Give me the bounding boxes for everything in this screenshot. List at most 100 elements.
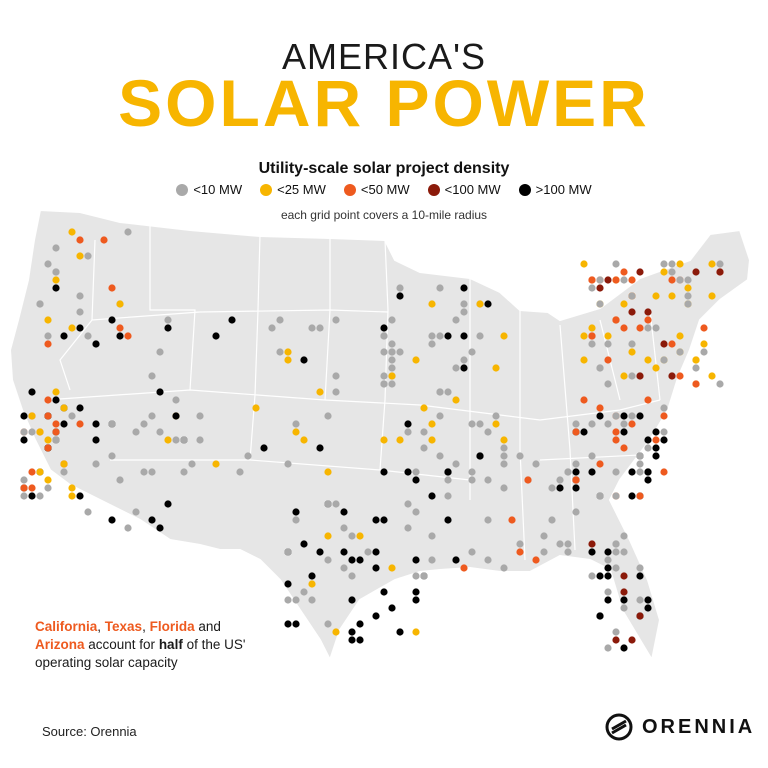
solar-dot	[156, 348, 164, 356]
solar-dot	[28, 492, 36, 500]
solar-dot	[436, 284, 444, 292]
solar-dot	[300, 356, 308, 364]
solar-dot	[356, 620, 364, 628]
solar-dot	[404, 500, 412, 508]
solar-dot	[332, 372, 340, 380]
solar-dot	[68, 228, 76, 236]
solar-dot	[404, 524, 412, 532]
solar-dot	[68, 492, 76, 500]
solar-dot	[380, 348, 388, 356]
solar-dot	[420, 404, 428, 412]
solar-dot	[716, 260, 724, 268]
solar-dot	[300, 588, 308, 596]
solar-dot	[596, 404, 604, 412]
solar-dot	[428, 420, 436, 428]
solar-dot	[636, 372, 644, 380]
solar-dot	[652, 428, 660, 436]
solar-dot	[692, 356, 700, 364]
solar-dot	[556, 476, 564, 484]
solar-dot	[316, 444, 324, 452]
solar-dot	[44, 340, 52, 348]
solar-dot	[388, 372, 396, 380]
solar-dot	[76, 404, 84, 412]
solar-dot	[484, 556, 492, 564]
solar-dot	[228, 316, 236, 324]
solar-dot	[84, 508, 92, 516]
solar-dot	[652, 292, 660, 300]
solar-dot	[444, 516, 452, 524]
solar-dot	[636, 468, 644, 476]
solar-dot	[628, 492, 636, 500]
solar-dot	[76, 492, 84, 500]
solar-dot	[596, 364, 604, 372]
solar-dot	[396, 292, 404, 300]
solar-dot	[396, 628, 404, 636]
legend-item-lt25: <25 MW	[260, 182, 326, 197]
solar-dot	[380, 380, 388, 388]
annotation-sep1: ,	[97, 619, 105, 634]
solar-dot	[484, 300, 492, 308]
solar-dot	[292, 508, 300, 516]
solar-dot	[268, 324, 276, 332]
legend-swatch-lt50	[343, 183, 356, 196]
solar-dot	[436, 388, 444, 396]
solar-dot	[412, 508, 420, 516]
solar-dot	[604, 548, 612, 556]
solar-dot	[68, 484, 76, 492]
solar-dot	[444, 468, 452, 476]
solar-dot	[172, 412, 180, 420]
solar-dot	[172, 436, 180, 444]
solar-dot	[404, 468, 412, 476]
solar-dot	[412, 596, 420, 604]
solar-dot	[620, 268, 628, 276]
solar-dot	[644, 604, 652, 612]
solar-dot	[108, 316, 116, 324]
solar-dot	[684, 300, 692, 308]
solar-dot	[588, 324, 596, 332]
solar-dot	[260, 444, 268, 452]
solar-dot	[620, 372, 628, 380]
solar-dot	[284, 460, 292, 468]
solar-dot	[332, 628, 340, 636]
solar-dot	[676, 332, 684, 340]
solar-dot	[652, 364, 660, 372]
solar-dot	[76, 308, 84, 316]
solar-dot	[380, 372, 388, 380]
solar-dot	[380, 324, 388, 332]
solar-dot	[620, 604, 628, 612]
solar-dot	[492, 412, 500, 420]
solar-dot	[500, 452, 508, 460]
legend-swatch-gt100	[518, 183, 531, 196]
solar-dot	[492, 364, 500, 372]
solar-dot	[44, 260, 52, 268]
solar-dot	[92, 436, 100, 444]
solar-dot	[460, 364, 468, 372]
solar-dot	[620, 644, 628, 652]
annotation-state-florida: Florida	[149, 619, 195, 634]
solar-dot	[628, 372, 636, 380]
solar-dot	[636, 452, 644, 460]
solar-dot	[324, 556, 332, 564]
solar-dot	[212, 460, 220, 468]
solar-dot	[596, 612, 604, 620]
solar-dot	[284, 596, 292, 604]
solar-dot	[644, 436, 652, 444]
solar-dot	[196, 436, 204, 444]
solar-dot	[588, 468, 596, 476]
solar-dot	[660, 340, 668, 348]
solar-dot	[340, 548, 348, 556]
solar-dot	[212, 332, 220, 340]
solar-dot	[644, 324, 652, 332]
solar-dot	[308, 580, 316, 588]
solar-dot	[620, 428, 628, 436]
solar-dot	[372, 516, 380, 524]
solar-dot	[508, 516, 516, 524]
solar-dot	[588, 420, 596, 428]
solar-dot	[452, 556, 460, 564]
solar-dot	[236, 468, 244, 476]
solar-dot	[620, 412, 628, 420]
solar-dot	[348, 636, 356, 644]
solar-dot	[388, 356, 396, 364]
solar-dot	[388, 604, 396, 612]
solar-dot	[484, 476, 492, 484]
